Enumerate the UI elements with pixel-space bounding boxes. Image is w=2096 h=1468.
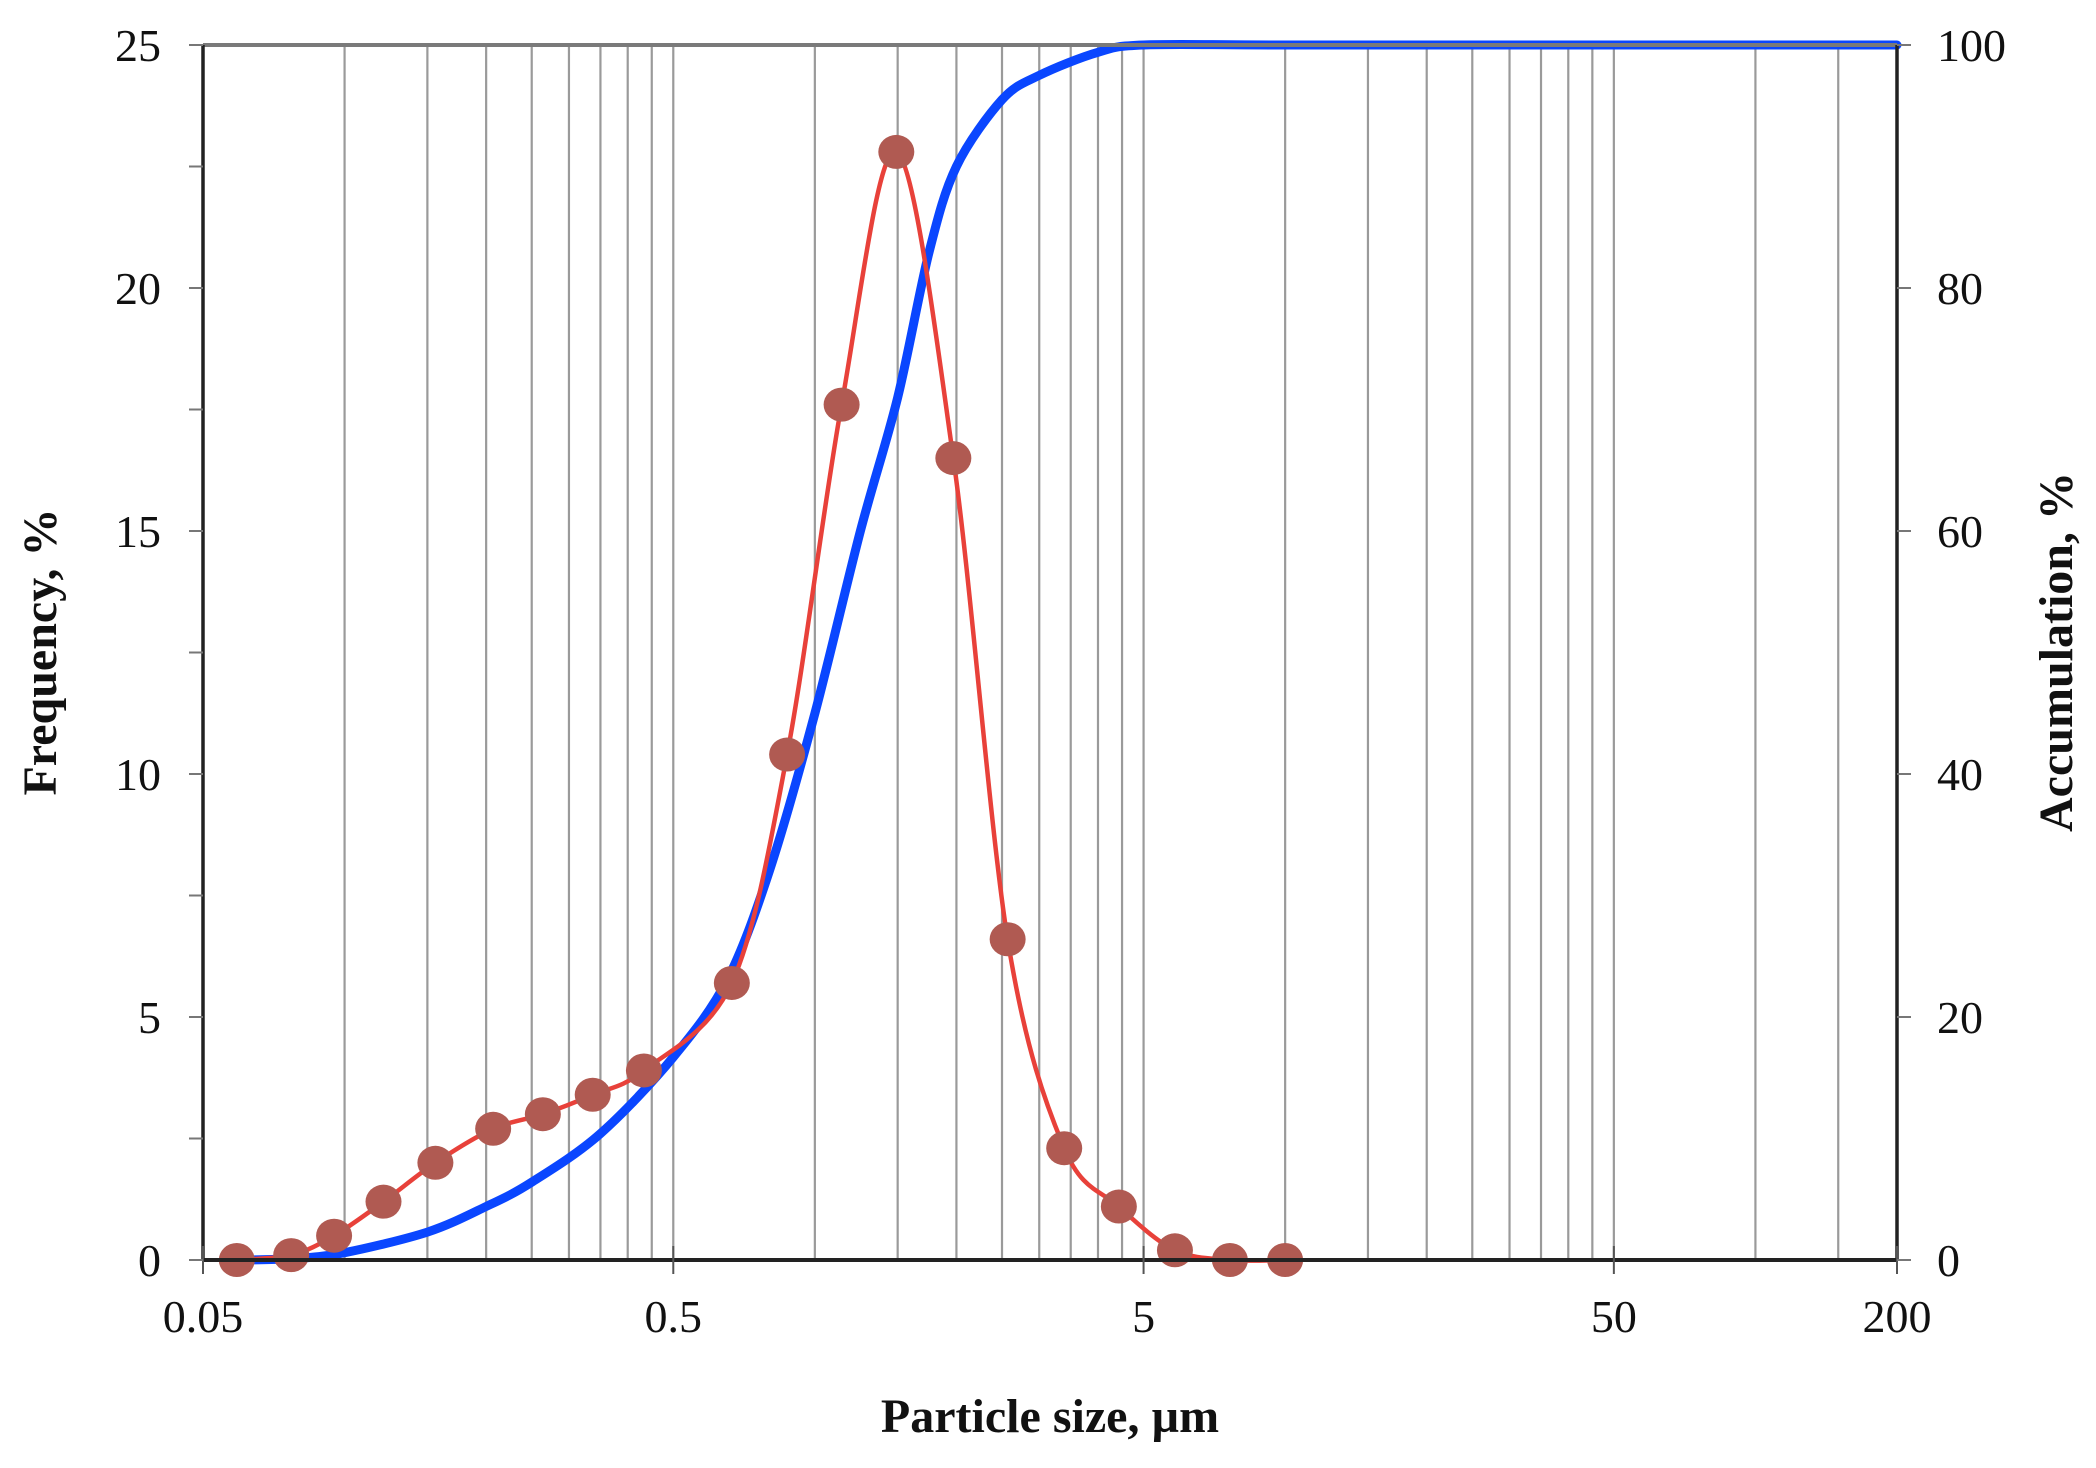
frequency-marker	[273, 1238, 310, 1273]
frequency-marker	[365, 1184, 402, 1219]
y2-tick-label: 60	[1937, 506, 1983, 557]
y2-tick-label: 80	[1937, 263, 1983, 314]
frequency-marker	[625, 1053, 662, 1088]
y-tick-label: 20	[115, 263, 161, 314]
frequency-marker	[574, 1077, 611, 1112]
x-tick-label: 0.05	[163, 1291, 244, 1342]
y-axis-left-ticks: 0 5 10 15 20 25	[115, 20, 203, 1286]
x-axis-ticks: 0.05 0.5 5 50 200	[163, 1246, 1932, 1342]
y-tick-label: 10	[115, 749, 161, 800]
y2-tick-label: 100	[1937, 20, 2006, 71]
x-tick-label: 0.5	[645, 1291, 703, 1342]
frequency-marker	[1100, 1189, 1137, 1224]
frequency-marker	[823, 387, 860, 422]
vertical-gridlines	[343, 45, 1840, 1260]
y2-tick-label: 20	[1937, 992, 1983, 1043]
frequency-series	[218, 134, 1304, 1277]
y2-tick-label: 40	[1937, 749, 1983, 800]
frequency-marker	[769, 737, 806, 772]
frequency-marker	[935, 441, 972, 476]
y-axis-right-title: Accumulation, %	[2030, 472, 2083, 832]
x-axis-title: Particle size, µm	[881, 1390, 1219, 1443]
y-axis-left-title: Frequency, %	[14, 508, 67, 795]
y2-tick-label: 0	[1937, 1235, 1960, 1286]
y-axis-right-ticks: 0 20 40 60 80 100	[1897, 20, 2006, 1286]
x-tick-label: 5	[1132, 1291, 1155, 1342]
frequency-marker	[1156, 1233, 1193, 1268]
frequency-marker	[475, 1111, 512, 1146]
frequency-marker	[1046, 1131, 1083, 1166]
frequency-marker	[417, 1145, 454, 1180]
y-tick-label: 25	[115, 20, 161, 71]
frequency-marker	[524, 1097, 561, 1132]
frequency-marker	[878, 134, 915, 169]
frequency-marker	[989, 922, 1026, 957]
y-tick-label: 0	[138, 1235, 161, 1286]
frequency-marker	[316, 1218, 353, 1253]
y-tick-label: 5	[138, 992, 161, 1043]
x-tick-label: 200	[1863, 1291, 1932, 1342]
y-tick-label: 15	[115, 506, 161, 557]
frequency-marker	[713, 965, 750, 1000]
x-tick-label: 50	[1591, 1291, 1637, 1342]
